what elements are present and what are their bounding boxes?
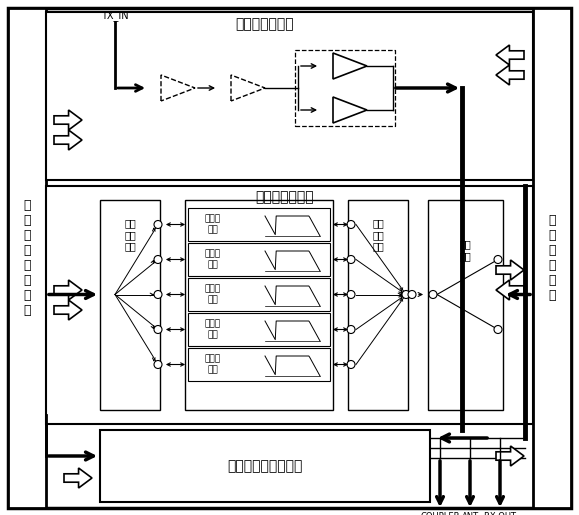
Text: TX_IN: TX_IN <box>101 10 129 22</box>
Polygon shape <box>496 280 524 300</box>
Text: 定向耦合及检波模块: 定向耦合及检波模块 <box>228 459 303 473</box>
Polygon shape <box>496 45 524 65</box>
Bar <box>185 200 333 410</box>
Text: COUPLER: COUPLER <box>420 512 460 515</box>
Circle shape <box>429 290 437 299</box>
Bar <box>188 278 330 311</box>
Circle shape <box>347 290 355 299</box>
Bar <box>100 200 160 410</box>
Text: RX OUT: RX OUT <box>484 512 516 515</box>
Text: 通
信
控
制
模
块: 通 信 控 制 模 块 <box>548 214 556 302</box>
Text: 收发
开关: 收发 开关 <box>460 239 471 261</box>
Text: 第一
切换
开关: 第一 切换 开关 <box>124 218 136 252</box>
Circle shape <box>347 255 355 264</box>
Bar <box>188 243 330 276</box>
Text: 第二滤
波器: 第二滤 波器 <box>205 250 221 269</box>
Circle shape <box>154 325 162 334</box>
Text: 第五滤
波器: 第五滤 波器 <box>205 355 221 374</box>
Bar <box>8 8 46 508</box>
Text: 第一滤
波器: 第一滤 波器 <box>205 215 221 234</box>
Bar <box>46 186 533 424</box>
Circle shape <box>347 360 355 369</box>
Text: 第四滤
波器: 第四滤 波器 <box>205 320 221 339</box>
Bar <box>533 8 571 508</box>
Text: 直
流
升
压
电
源
模
块: 直 流 升 压 电 源 模 块 <box>23 199 31 317</box>
Circle shape <box>347 325 355 334</box>
Text: 第二
切换
开关: 第二 切换 开关 <box>372 218 384 252</box>
Polygon shape <box>333 97 367 123</box>
Text: 多通路滤波模块: 多通路滤波模块 <box>256 190 314 204</box>
Circle shape <box>494 255 502 264</box>
Polygon shape <box>496 260 524 280</box>
Polygon shape <box>496 446 524 466</box>
Circle shape <box>154 360 162 369</box>
Polygon shape <box>231 75 265 101</box>
Circle shape <box>154 220 162 229</box>
Text: 射频功率放大器: 射频功率放大器 <box>236 17 294 31</box>
Circle shape <box>347 220 355 229</box>
Polygon shape <box>161 75 195 101</box>
Circle shape <box>402 290 410 299</box>
Polygon shape <box>54 110 82 130</box>
Polygon shape <box>54 300 82 320</box>
Bar <box>188 313 330 346</box>
Circle shape <box>154 290 162 299</box>
Circle shape <box>494 325 502 334</box>
Text: ANT: ANT <box>461 512 479 515</box>
Bar <box>100 430 430 502</box>
Bar <box>428 200 503 410</box>
Polygon shape <box>496 65 524 85</box>
Polygon shape <box>333 53 367 79</box>
Bar <box>188 208 330 241</box>
Polygon shape <box>54 130 82 150</box>
Circle shape <box>408 290 416 299</box>
Polygon shape <box>54 280 82 300</box>
Circle shape <box>154 255 162 264</box>
Bar <box>46 12 533 180</box>
Bar <box>295 50 395 126</box>
Text: 第三滤
波器: 第三滤 波器 <box>205 285 221 304</box>
Bar <box>348 200 408 410</box>
Polygon shape <box>64 468 92 488</box>
Bar <box>188 348 330 381</box>
